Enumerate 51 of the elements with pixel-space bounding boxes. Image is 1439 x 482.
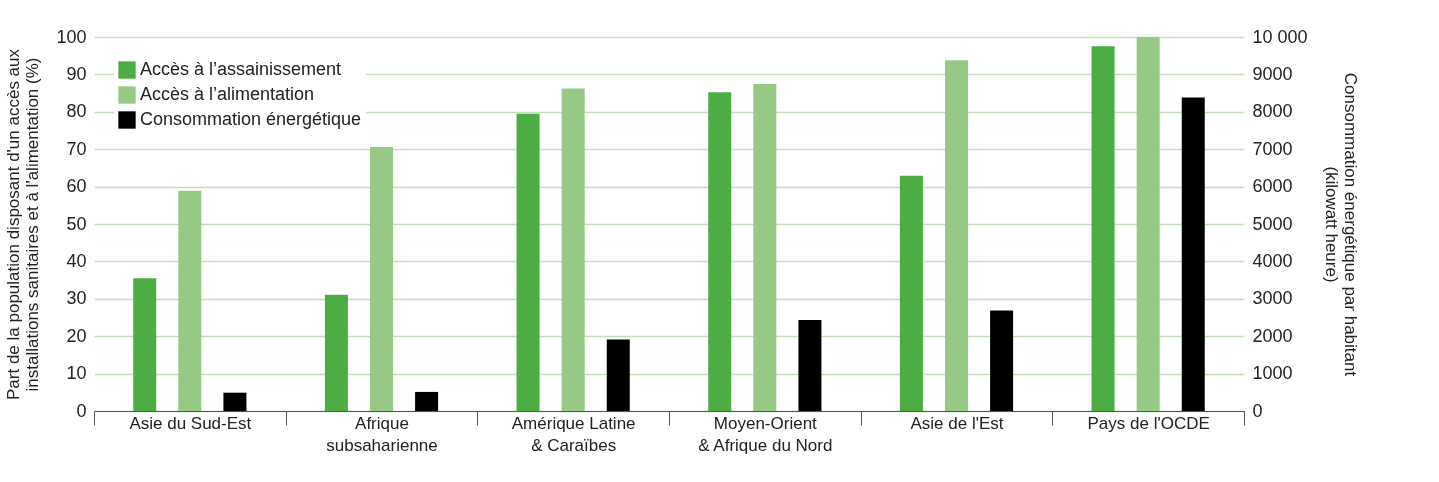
bar — [178, 190, 202, 411]
x-tick-label: Asie de l'Est — [910, 413, 1004, 433]
y-tick-label: 20 — [66, 325, 87, 346]
bar — [1136, 37, 1160, 411]
y2-tick-label: 9000 — [1252, 63, 1293, 84]
bar — [133, 278, 157, 411]
y-axis-title: Part de la population disposant d'un accès aux installations sanitaires et à l'alimentation (%) — [4, 48, 43, 401]
y-tick-label: 30 — [66, 288, 87, 309]
y2-tick-label: 8000 — [1252, 101, 1293, 122]
bar — [324, 294, 348, 411]
y-tick-label: 10 — [66, 363, 87, 384]
bar — [753, 84, 777, 411]
bar — [223, 392, 247, 411]
y-tick-label: 60 — [66, 176, 87, 197]
y-tick-label: 90 — [66, 63, 87, 84]
bar — [798, 320, 822, 411]
y-tick-label: 70 — [66, 138, 87, 159]
y2-tick-label: 3000 — [1252, 288, 1293, 309]
y2-tick-label: 6000 — [1252, 176, 1293, 197]
bar — [516, 113, 540, 411]
bar — [990, 310, 1014, 411]
y-tick-label: 50 — [66, 213, 87, 234]
bar — [415, 391, 439, 411]
x-tick-label: Pays de l'OCDE — [1087, 413, 1210, 433]
legend-label: Accès à l’assainissement — [140, 59, 342, 79]
x-tick-label: Amérique Latine & Caraïbes — [511, 413, 636, 455]
y-tick-label: 80 — [66, 101, 87, 122]
bar — [1181, 97, 1205, 411]
y-tick-label: 100 — [56, 26, 87, 47]
y2-tick-label: 0 — [1252, 400, 1263, 421]
x-tick-label: Moyen-Orient & Afrique du Nord — [698, 413, 833, 455]
x-tick-label: Asie du Sud-Est — [129, 413, 252, 433]
y2-tick-label: 7000 — [1252, 138, 1293, 159]
y2-tick-label: 1000 — [1252, 363, 1293, 384]
legend-label: Accès à l’alimentation — [140, 84, 315, 104]
x-tick-label: Afrique subsaharienne — [326, 413, 438, 455]
bar — [708, 92, 732, 411]
y2-tick-label: 5000 — [1252, 213, 1293, 234]
bar — [899, 175, 923, 411]
bar — [1091, 46, 1115, 411]
bar — [561, 88, 585, 411]
y2-tick-label: 4000 — [1252, 250, 1293, 271]
bar — [945, 60, 968, 411]
legend-label: Consommation énergétique — [140, 109, 362, 129]
y-tick-label: 0 — [76, 400, 87, 421]
y2-tick-label: 10 000 — [1252, 26, 1308, 47]
y-tick-label: 40 — [66, 250, 87, 271]
bar — [606, 339, 630, 411]
bar — [370, 146, 393, 411]
y2-tick-label: 2000 — [1252, 325, 1293, 346]
y2-axis-title: Consommation énergétique par habitant (kilowatt heure) — [1321, 72, 1360, 377]
